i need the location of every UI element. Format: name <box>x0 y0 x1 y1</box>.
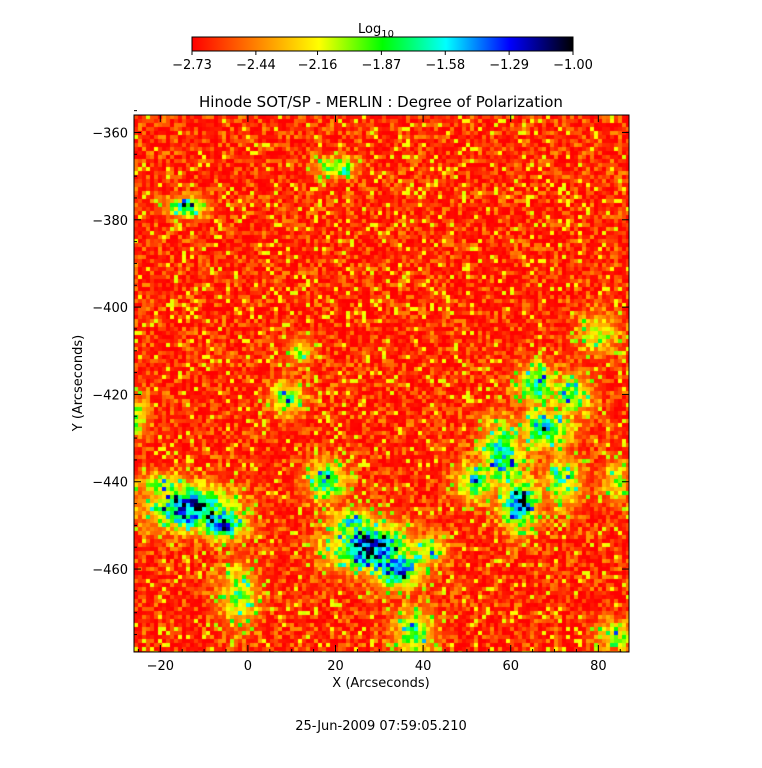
colorbar-tick-label: −2.16 <box>298 58 338 73</box>
colorbar-tick-label: −2.73 <box>172 58 212 73</box>
colorbar-tick-label: −1.00 <box>553 58 593 73</box>
y-tick-label: −380 <box>92 214 128 229</box>
plot-area <box>133 114 630 653</box>
y-tick-label: −420 <box>92 388 128 403</box>
heatmap-image <box>134 115 629 652</box>
colorbar-title-subscript: 10 <box>381 29 394 40</box>
x-tick-label: −20 <box>147 659 174 674</box>
x-axis-label: X (Arcseconds) <box>332 676 429 691</box>
y-tick-label: −460 <box>92 563 128 578</box>
colorbar: Log10 −2.73 −2.44 −2.16 −1.87 −1.58 −1.29 −1.0… <box>172 22 593 73</box>
colorbar-title: Log10 <box>358 22 394 40</box>
timestamp: 25-Jun-2009 07:59:05.210 <box>295 719 467 734</box>
y-axis: −360 −380 −400 −420 −440 −460 <box>92 110 629 636</box>
colorbar-tick-label: −1.58 <box>425 58 465 73</box>
colorbar-gradient <box>191 36 574 52</box>
x-tick-label: 40 <box>415 659 432 674</box>
x-tick-label: 80 <box>590 659 607 674</box>
y-tick-label: −440 <box>92 476 128 491</box>
colorbar-tick-label: −1.87 <box>361 58 401 73</box>
colorbar-tick-label: −1.29 <box>489 58 529 73</box>
y-axis-label: Y (Arcseconds) <box>71 335 86 432</box>
colorbar-title-text: Log <box>358 22 381 37</box>
x-tick-label: 0 <box>244 659 252 674</box>
plot-frame <box>133 114 630 653</box>
x-axis: −20 0 20 40 60 80 <box>137 115 621 674</box>
x-tick-label: 60 <box>502 659 519 674</box>
y-tick-label: −360 <box>92 126 128 141</box>
chart-title: Hinode SOT/SP - MERLIN : Degree of Polar… <box>199 93 563 111</box>
colorbar-tick-label: −2.44 <box>236 58 276 73</box>
x-tick-label: 20 <box>327 659 344 674</box>
y-tick-label: −400 <box>92 301 128 316</box>
colorbar-ticks: −2.73 −2.44 −2.16 −1.87 −1.58 −1.29 −1.00 <box>172 51 593 73</box>
